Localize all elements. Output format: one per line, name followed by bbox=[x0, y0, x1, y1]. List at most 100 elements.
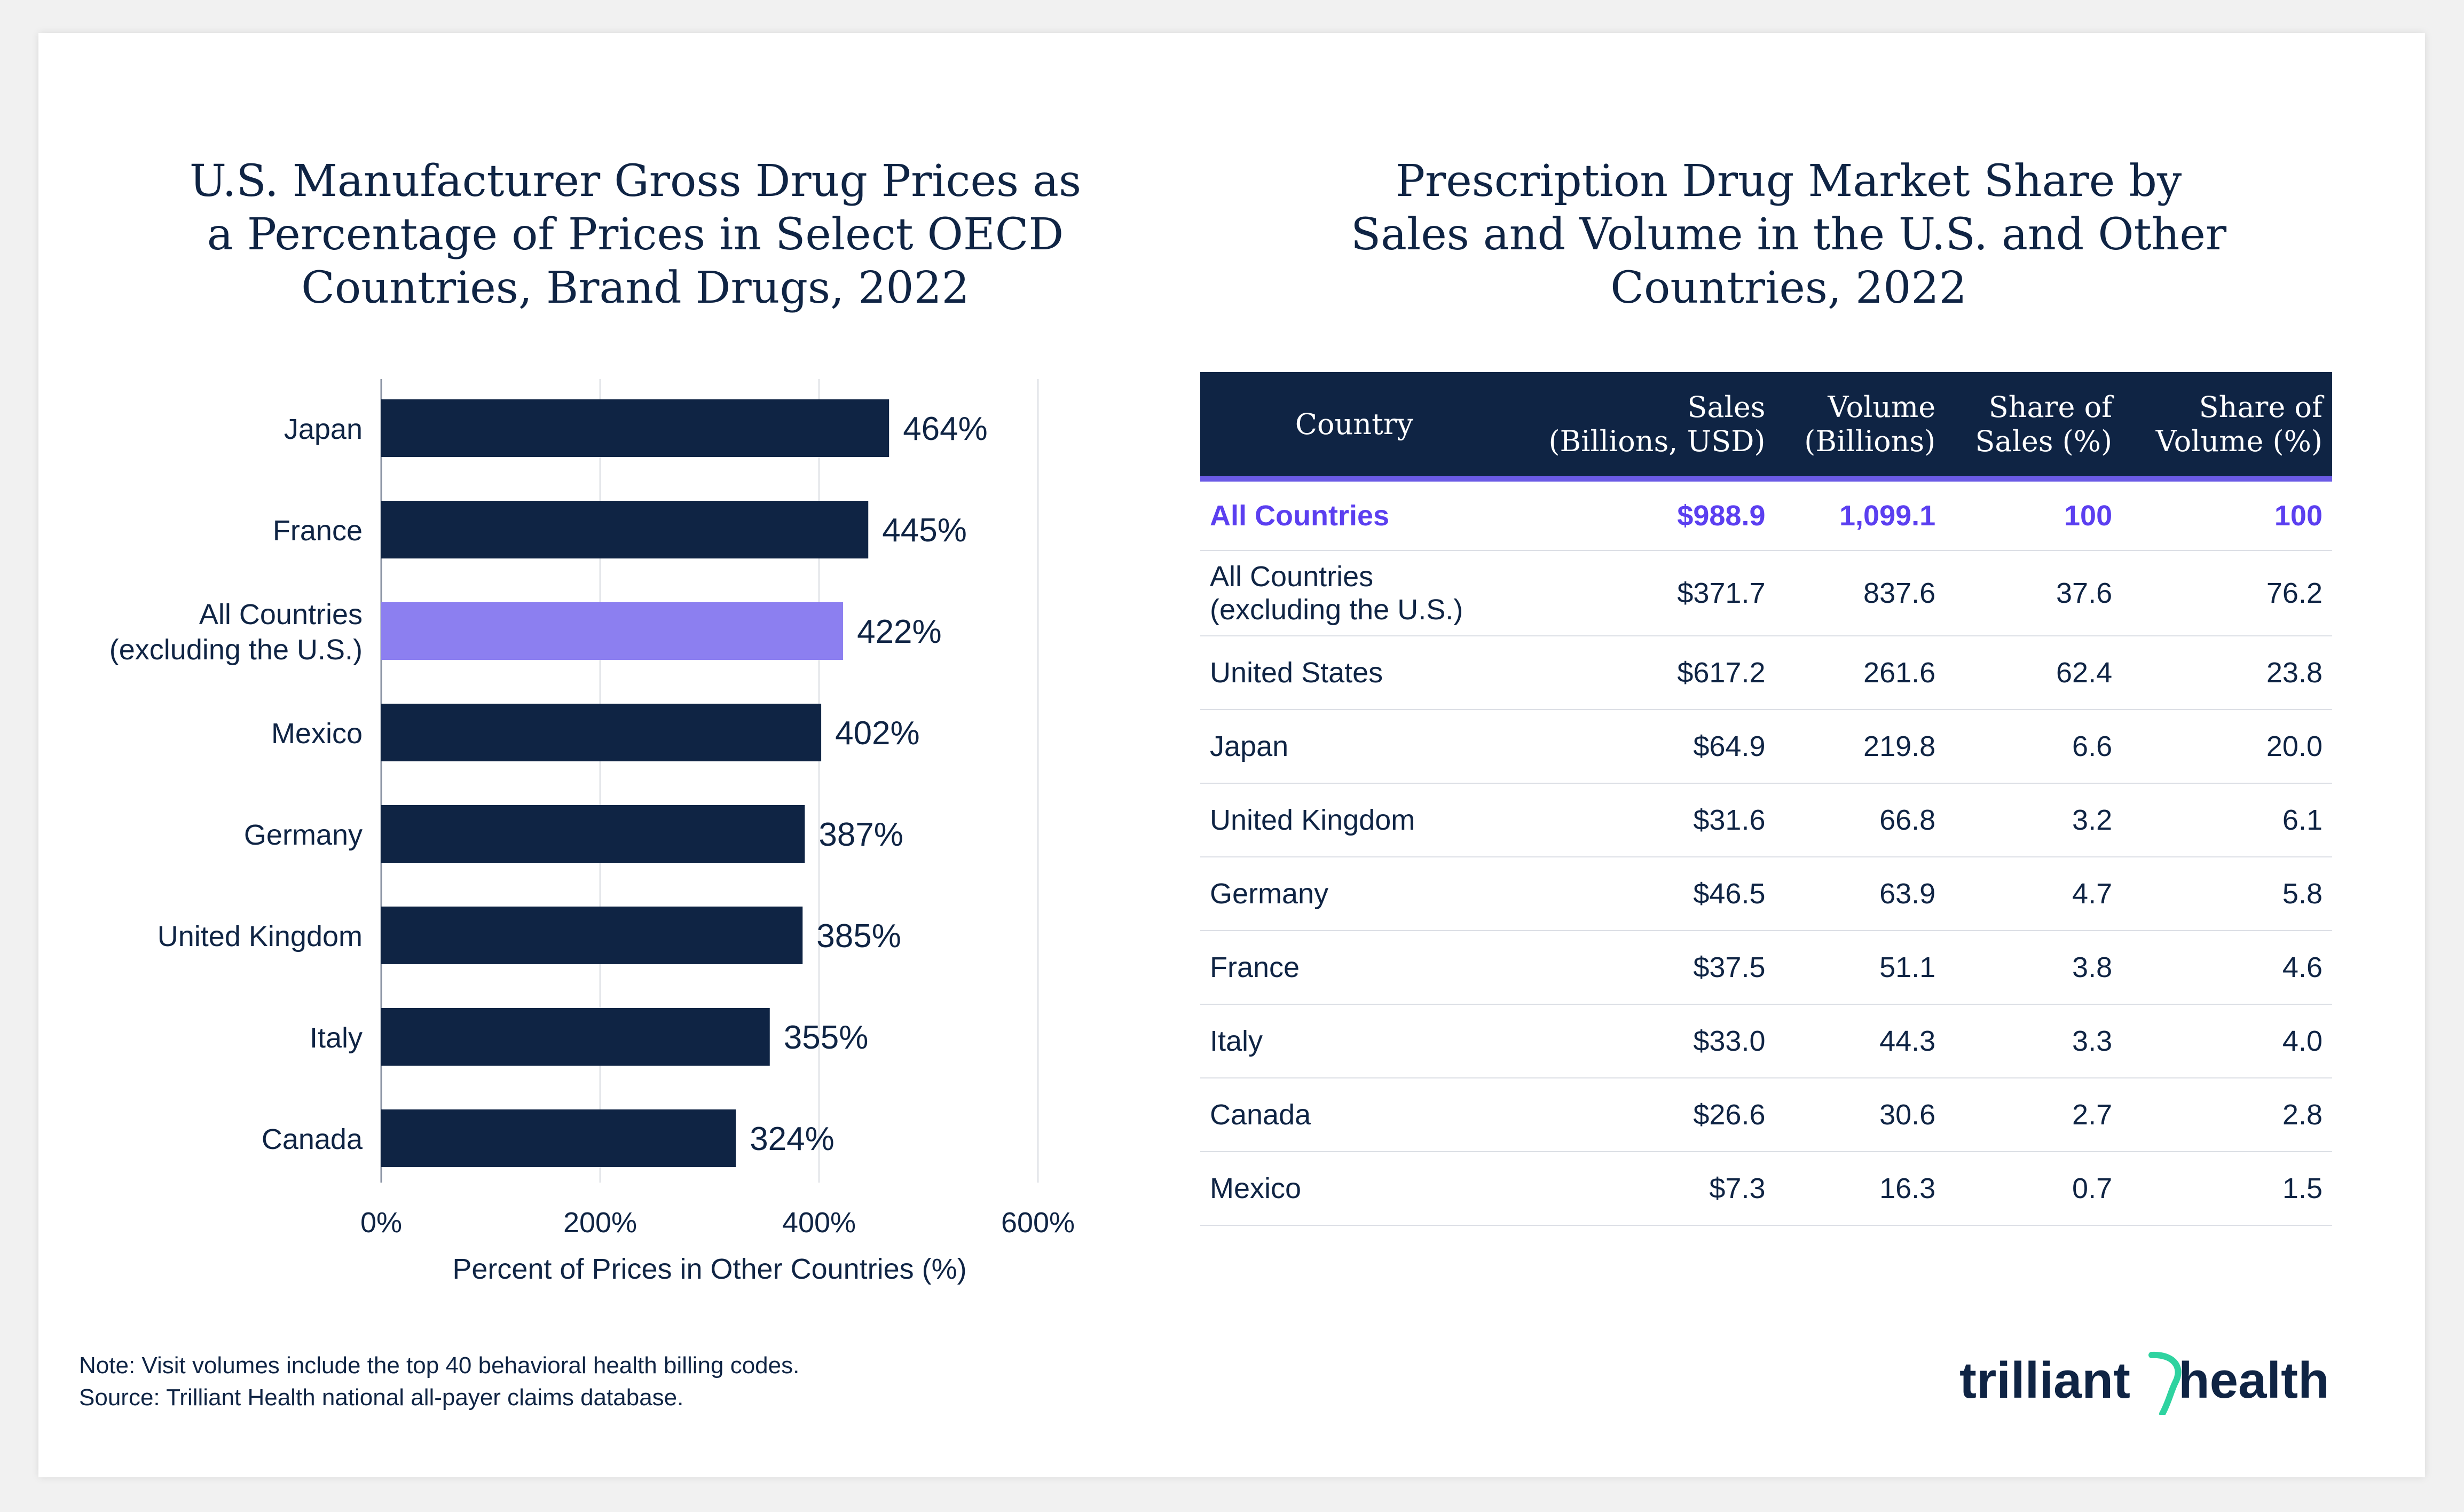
x-tick-label-2: 400% bbox=[782, 1207, 856, 1239]
column-header-4: Share of Volume (%) bbox=[2122, 372, 2332, 482]
table-row: Canada $26.6 30.6 2.7 2.8 bbox=[1200, 1078, 2332, 1152]
column-header-1: Sales (Billions, USD) bbox=[1508, 372, 1775, 482]
table-row: United Kingdom $31.6 66.8 3.2 6.1 bbox=[1200, 783, 2332, 857]
table-cell: 30.6 bbox=[1775, 1078, 1946, 1152]
table-row: France $37.5 51.1 3.8 4.6 bbox=[1200, 931, 2332, 1005]
table-cell: All Countries bbox=[1200, 479, 1508, 551]
table-cell: 100 bbox=[1945, 479, 2122, 551]
table-cell: United States bbox=[1200, 636, 1508, 710]
table-cell: 1.5 bbox=[2122, 1152, 2332, 1226]
table-cell: 261.6 bbox=[1775, 636, 1946, 710]
bar-3 bbox=[381, 704, 822, 761]
table-cell: 44.3 bbox=[1775, 1004, 1946, 1078]
bar-6 bbox=[381, 1008, 770, 1066]
table-cell: 3.2 bbox=[1945, 783, 2122, 857]
bar-chart: 464% Japan 445% France 422% All Countries (exc… bbox=[109, 379, 1075, 1285]
x-tick-label-3: 600% bbox=[1001, 1207, 1075, 1239]
table-cell: 6.6 bbox=[1945, 710, 2122, 784]
data-label-2: 422% bbox=[857, 613, 942, 650]
table-cell: France bbox=[1200, 931, 1508, 1005]
table-cell: 63.9 bbox=[1775, 857, 1946, 931]
table-body: All Countries $988.9 1,099.1 100 100 All Coun… bbox=[1200, 479, 2332, 1226]
market-share-table: Country Sales (Billions, USD) Volume (Bill… bbox=[1200, 372, 2332, 1226]
table-title: Prescription Drug Market Share by Sales … bbox=[1350, 156, 2227, 313]
table-cell: $26.6 bbox=[1508, 1078, 1775, 1152]
data-label-6: 355% bbox=[784, 1019, 869, 1056]
bar-7 bbox=[381, 1109, 736, 1167]
x-tick-label-0: 0% bbox=[360, 1207, 402, 1239]
x-axis-label: Percent of Prices in Other Countries (%) bbox=[452, 1253, 966, 1285]
table-cell: 66.8 bbox=[1775, 783, 1946, 857]
table-header-row: Country Sales (Billions, USD) Volume (Bill… bbox=[1200, 372, 2332, 482]
column-header-0: Country bbox=[1200, 372, 1508, 482]
note-text: Note: Visit volumes include the top 40 b… bbox=[79, 1352, 800, 1379]
logo-wordmark-left: trilliant bbox=[1959, 1352, 2130, 1409]
bar-5 bbox=[381, 907, 803, 964]
table-cell: $64.9 bbox=[1508, 710, 1775, 784]
table-row: Italy $33.0 44.3 3.3 4.0 bbox=[1200, 1004, 2332, 1078]
data-label-0: 464% bbox=[903, 411, 988, 447]
table-cell: 20.0 bbox=[2122, 710, 2332, 784]
table-cell: 219.8 bbox=[1775, 710, 1946, 784]
column-header-2: Volume (Billions) bbox=[1775, 372, 1946, 482]
table-cell: $371.7 bbox=[1508, 550, 1775, 636]
table-cell: 51.1 bbox=[1775, 931, 1946, 1005]
table-cell: Germany bbox=[1200, 857, 1508, 931]
table-cell: $31.6 bbox=[1508, 783, 1775, 857]
bar-2 bbox=[381, 602, 844, 660]
table-cell: $46.5 bbox=[1508, 857, 1775, 931]
table-cell: 0.7 bbox=[1945, 1152, 2122, 1226]
table-row: Japan $64.9 219.8 6.6 20.0 bbox=[1200, 710, 2332, 784]
table-cell: 76.2 bbox=[2122, 550, 2332, 636]
table-cell: Italy bbox=[1200, 1004, 1508, 1078]
table-cell: 23.8 bbox=[2122, 636, 2332, 710]
table-row: Germany $46.5 63.9 4.7 5.8 bbox=[1200, 857, 2332, 931]
table-cell: 62.4 bbox=[1945, 636, 2122, 710]
table-cell: 3.3 bbox=[1945, 1004, 2122, 1078]
category-label-2: All Countries (excluding the U.S.) bbox=[109, 598, 363, 666]
table-cell: 2.8 bbox=[2122, 1078, 2332, 1152]
table-cell: 837.6 bbox=[1775, 550, 1946, 636]
table-cell: United Kingdom bbox=[1200, 783, 1508, 857]
table-cell: 4.0 bbox=[2122, 1004, 2332, 1078]
footnote: Note: Visit volumes include the top 40 b… bbox=[79, 1350, 799, 1414]
bar-0 bbox=[381, 399, 889, 457]
logo-swoosh-icon bbox=[2148, 1351, 2182, 1415]
table-cell: $33.0 bbox=[1508, 1004, 1775, 1078]
category-label-4: Germany bbox=[244, 819, 363, 851]
table-cell: 1,099.1 bbox=[1775, 479, 1946, 551]
table-row: Mexico $7.3 16.3 0.7 1.5 bbox=[1200, 1152, 2332, 1226]
trilliant-health-logo: trilliant health bbox=[1959, 1351, 2329, 1415]
table-cell: $7.3 bbox=[1508, 1152, 1775, 1226]
data-label-7: 324% bbox=[750, 1121, 835, 1157]
table-cell: 6.1 bbox=[2122, 783, 2332, 857]
table-cell: $988.9 bbox=[1508, 479, 1775, 551]
table-cell: 100 bbox=[2122, 479, 2332, 551]
bar-1 bbox=[381, 501, 869, 558]
table-cell: Mexico bbox=[1200, 1152, 1508, 1226]
column-header-3: Share of Sales (%) bbox=[1945, 372, 2122, 482]
category-label-6: Italy bbox=[310, 1022, 363, 1054]
chart-title: U.S. Manufacturer Gross Drug Prices as a… bbox=[189, 156, 1082, 313]
table-row: All Countries (excluding the U.S.) $371.7… bbox=[1200, 550, 2332, 636]
category-label-5: United Kingdom bbox=[158, 920, 363, 952]
table-cell: 16.3 bbox=[1775, 1152, 1946, 1226]
table-cell: $37.5 bbox=[1508, 931, 1775, 1005]
category-label-1: France bbox=[273, 515, 363, 547]
table-cell: $617.2 bbox=[1508, 636, 1775, 710]
table-cell: 3.8 bbox=[1945, 931, 2122, 1005]
category-label-7: Canada bbox=[262, 1123, 363, 1155]
x-tick-label-1: 200% bbox=[563, 1207, 637, 1239]
table-cell: Canada bbox=[1200, 1078, 1508, 1152]
data-label-5: 385% bbox=[816, 918, 901, 955]
logo-wordmark-right: health bbox=[2178, 1352, 2329, 1409]
table-cell: 2.7 bbox=[1945, 1078, 2122, 1152]
data-label-1: 445% bbox=[882, 512, 967, 549]
category-label-3: Mexico bbox=[271, 718, 363, 750]
table-row: United States $617.2 261.6 62.4 23.8 bbox=[1200, 636, 2332, 710]
table-cell: Japan bbox=[1200, 710, 1508, 784]
table-cell: 4.7 bbox=[1945, 857, 2122, 931]
category-label-0: Japan bbox=[284, 413, 363, 445]
table-cell: All Countries (excluding the U.S.) bbox=[1200, 550, 1508, 636]
table-row: All Countries $988.9 1,099.1 100 100 bbox=[1200, 479, 2332, 551]
